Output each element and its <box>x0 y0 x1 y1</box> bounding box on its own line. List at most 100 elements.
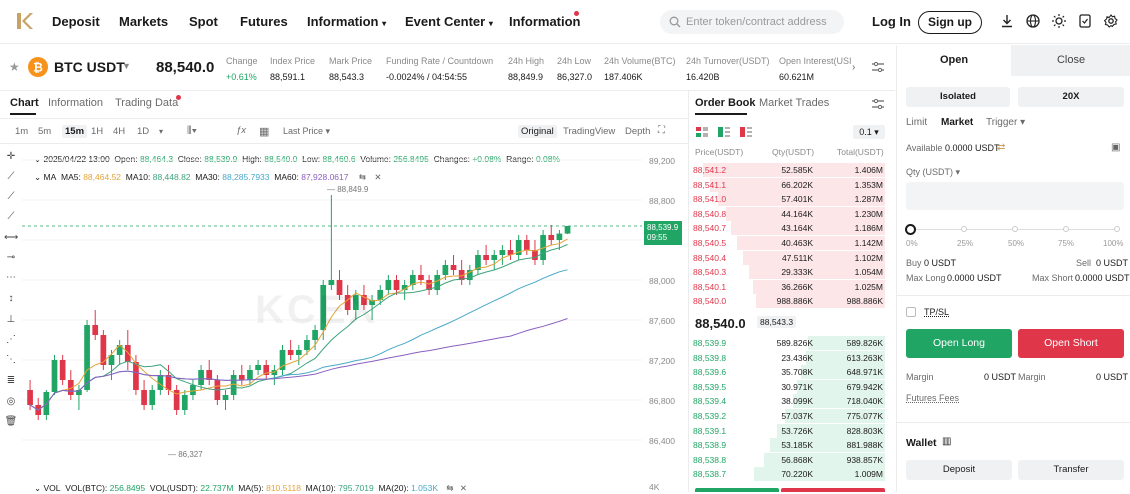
transfer-swap-icon[interactable]: ⇄ <box>997 142 1006 153</box>
ask-row[interactable]: 88,541.0 57.401K 1.287M <box>693 192 885 207</box>
interval-1h[interactable]: 1H <box>91 126 104 137</box>
tab-information[interactable]: Information <box>48 97 104 109</box>
vol-close-icon[interactable]: ✕ <box>459 483 468 493</box>
view-tradingview[interactable]: TradingView <box>563 126 616 137</box>
tab-close[interactable]: Close <box>1011 45 1130 76</box>
ask-row[interactable]: 88,540.5 40.463K 1.142M <box>693 236 885 251</box>
interval-1m[interactable]: 1m <box>15 126 29 137</box>
collapse-caret-icon[interactable]: ⌄ <box>34 483 42 493</box>
scroll-right-chevron-icon[interactable]: › <box>852 62 856 73</box>
nav-spot[interactable]: Spot <box>189 14 218 29</box>
download-icon[interactable] <box>1000 14 1014 28</box>
pair-dropdown-caret-icon[interactable]: ▼ <box>122 61 131 71</box>
horizontal-line-tool-icon[interactable]: ⟷ <box>4 232 19 243</box>
kcex-logo[interactable] <box>14 11 34 31</box>
interval-15m[interactable]: 15m <box>62 125 88 138</box>
search-input[interactable]: Enter token/contract address <box>660 10 844 34</box>
theme-sun-icon[interactable] <box>1052 14 1066 28</box>
tab-market-trades[interactable]: Market Trades <box>759 97 830 109</box>
vol-settings-icon[interactable]: ⇆ <box>446 483 454 493</box>
price-type-dropdown[interactable]: Last Price ▾ <box>283 126 331 136</box>
indicator-fx-icon[interactable]: ƒx <box>236 125 247 136</box>
ask-row[interactable]: 88,541.1 66.202K 1.353M <box>693 177 885 193</box>
open-long-button[interactable]: Open Long <box>906 329 1012 358</box>
collapse-caret-icon[interactable]: ⌄ <box>34 172 42 182</box>
leverage-button[interactable]: 20X <box>1018 87 1124 107</box>
vertical-line-tool-icon[interactable]: ↕ <box>8 293 14 304</box>
fibonacci-tool-icon[interactable]: ⋱ <box>6 354 16 365</box>
view-depth[interactable]: Depth <box>625 126 651 137</box>
slider-handle[interactable] <box>905 224 916 235</box>
candle-type-icon[interactable]: ⫴▾ <box>187 125 197 137</box>
slider-percent-label[interactable]: 0% <box>906 239 918 248</box>
ask-row[interactable]: 88,540.3 29.333K 1.054M <box>693 265 885 280</box>
hide-drawings-eye-icon[interactable]: ◎ <box>6 396 16 407</box>
ask-row[interactable]: 88,540.0 988.886K 988.886K <box>693 294 885 309</box>
bid-row[interactable]: 88,539.9 589.826K 589.826K <box>693 336 885 351</box>
interval-4h[interactable]: 4H <box>113 126 126 137</box>
trendline-tool-icon[interactable]: ⟋ <box>7 171 15 182</box>
bid-row[interactable]: 88,538.7 70.220K 1.009M <box>693 467 885 482</box>
bid-row[interactable]: 88,539.1 53.726K 828.803K <box>693 423 885 439</box>
order-type-limit[interactable]: Limit <box>906 117 928 128</box>
order-type-trigger[interactable]: Trigger ▾ <box>986 117 1026 128</box>
price-range-tool-icon[interactable]: ⊥ <box>6 314 16 325</box>
ticker-settings-icon[interactable] <box>872 62 884 72</box>
calculator-icon[interactable]: ▣ <box>1111 142 1121 153</box>
tab-trading-data[interactable]: Trading Data <box>115 97 179 109</box>
nav-event-center-dropdown[interactable]: Event Center ▾ <box>405 14 493 29</box>
slider-percent-label[interactable]: 25% <box>957 239 974 248</box>
slider-percent-label[interactable]: 100% <box>1103 239 1124 248</box>
wallet-deposit-button[interactable]: Deposit <box>906 460 1012 480</box>
ask-row[interactable]: 88,540.7 43.164K 1.186M <box>693 221 885 236</box>
orders-icon[interactable] <box>1078 14 1092 28</box>
interval-more-caret-icon[interactable]: ▾ <box>159 127 164 136</box>
futures-fees-link[interactable]: Futures Fees <box>906 393 960 403</box>
tpsl-label[interactable]: TP/SL <box>924 307 950 317</box>
qty-input[interactable] <box>906 182 1124 210</box>
margin-mode-isolated-button[interactable]: Isolated <box>906 87 1010 107</box>
bid-row[interactable]: 88,538.8 56.868K 938.857K <box>693 452 885 468</box>
ma-settings-icon[interactable]: ⇆ <box>358 172 366 182</box>
fib-lines-tool-icon[interactable]: ≣ <box>6 375 16 386</box>
order-type-market[interactable]: Market <box>941 117 974 128</box>
ask-row[interactable]: 88,540.8 44.164K 1.230M <box>693 206 885 222</box>
ask-row[interactable]: 88,541.2 52.585K 1.406M <box>693 163 885 178</box>
settings-gear-icon[interactable] <box>1104 14 1118 28</box>
bid-row[interactable]: 88,538.9 53.185K 881.988K <box>693 438 885 453</box>
bid-row[interactable]: 88,539.6 35.708K 648.971K <box>693 365 885 380</box>
nav-futures[interactable]: Futures <box>240 14 288 29</box>
ray-tool-icon[interactable]: ⟋ <box>7 191 15 202</box>
tab-order-book[interactable]: Order Book <box>695 97 756 109</box>
signup-button[interactable]: Sign up <box>918 11 982 34</box>
login-link[interactable]: Log In <box>872 14 911 29</box>
fullscreen-icon[interactable]: ⛶ <box>658 125 665 136</box>
favorite-star-icon[interactable]: ★ <box>9 60 20 74</box>
globe-icon[interactable] <box>1026 14 1040 28</box>
ask-row[interactable]: 88,540.1 36.266K 1.025M <box>693 279 885 295</box>
view-original[interactable]: Original <box>518 125 557 138</box>
candlestick-chart[interactable] <box>22 148 682 488</box>
slider-step-dot[interactable] <box>961 226 967 232</box>
slider-step-dot[interactable] <box>1012 226 1018 232</box>
tpsl-checkbox[interactable] <box>906 307 916 317</box>
interval-1d[interactable]: 1D <box>137 126 150 137</box>
book-bids-view-icon[interactable] <box>718 127 730 137</box>
collapse-caret-icon[interactable]: ⌄ <box>34 154 42 164</box>
layout-grid-icon[interactable]: ▦ <box>259 126 270 138</box>
open-short-button[interactable]: Open Short <box>1018 329 1124 358</box>
pitchfork-tool-icon[interactable]: ⋰ <box>6 334 16 345</box>
parallel-channel-tool-icon[interactable]: ⋯ <box>6 272 16 283</box>
precision-dropdown[interactable]: 0.1 ▾ <box>853 125 885 139</box>
crosshair-tool-icon[interactable]: ✛ <box>6 151 16 162</box>
bid-row[interactable]: 88,539.5 30.971K 679.942K <box>693 379 885 395</box>
nav-markets[interactable]: Markets <box>119 14 169 29</box>
horizontal-ray-tool-icon[interactable]: ⊸ <box>6 252 16 263</box>
wallet-chart-icon[interactable]: ▥ <box>942 436 952 447</box>
slider-percent-label[interactable]: 75% <box>1058 239 1075 248</box>
book-both-view-icon[interactable] <box>696 127 708 137</box>
orderbook-settings-icon[interactable] <box>872 99 884 109</box>
tab-chart[interactable]: Chart <box>10 97 39 109</box>
bid-row[interactable]: 88,539.4 38.099K 718.040K <box>693 394 885 409</box>
slider-step-dot[interactable] <box>1114 226 1120 232</box>
